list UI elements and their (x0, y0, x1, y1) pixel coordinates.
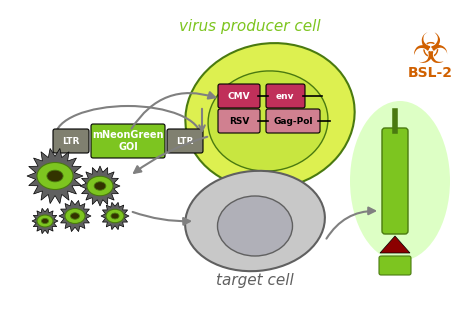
Text: target cell: target cell (216, 273, 294, 289)
FancyArrowPatch shape (327, 208, 375, 239)
Ellipse shape (65, 209, 85, 223)
Text: virus producer cell: virus producer cell (179, 19, 321, 33)
Ellipse shape (37, 163, 73, 190)
Text: env: env (276, 91, 294, 101)
Text: ☣: ☣ (411, 30, 449, 72)
FancyArrowPatch shape (134, 137, 207, 173)
Polygon shape (380, 236, 410, 253)
FancyBboxPatch shape (167, 129, 203, 153)
PathPatch shape (32, 208, 58, 234)
PathPatch shape (59, 200, 91, 232)
Text: RSV: RSV (229, 117, 249, 125)
FancyArrowPatch shape (131, 92, 215, 129)
FancyBboxPatch shape (266, 109, 320, 133)
PathPatch shape (80, 166, 120, 206)
Ellipse shape (111, 213, 119, 219)
Ellipse shape (71, 213, 80, 219)
Text: BSL-2: BSL-2 (408, 66, 453, 80)
Ellipse shape (218, 196, 292, 256)
Ellipse shape (185, 171, 325, 271)
FancyBboxPatch shape (53, 129, 89, 153)
Ellipse shape (208, 71, 328, 171)
Text: Gag-Pol: Gag-Pol (273, 117, 313, 125)
FancyBboxPatch shape (382, 128, 408, 234)
FancyBboxPatch shape (91, 124, 165, 158)
Ellipse shape (37, 215, 53, 227)
FancyBboxPatch shape (218, 84, 260, 108)
Ellipse shape (350, 101, 450, 261)
Ellipse shape (41, 218, 49, 224)
FancyBboxPatch shape (218, 109, 260, 133)
FancyArrowPatch shape (133, 212, 190, 225)
Text: LTR: LTR (62, 136, 80, 146)
Ellipse shape (94, 182, 106, 190)
FancyBboxPatch shape (266, 84, 305, 108)
Ellipse shape (185, 43, 355, 189)
Text: CMV: CMV (228, 91, 250, 101)
Ellipse shape (87, 176, 113, 196)
Text: LTR: LTR (176, 136, 194, 146)
FancyBboxPatch shape (379, 256, 411, 275)
Polygon shape (380, 258, 410, 273)
Text: mNeonGreen
GOI: mNeonGreen GOI (92, 130, 164, 152)
PathPatch shape (101, 202, 129, 230)
Ellipse shape (106, 209, 124, 223)
Ellipse shape (47, 170, 63, 182)
PathPatch shape (27, 148, 83, 204)
